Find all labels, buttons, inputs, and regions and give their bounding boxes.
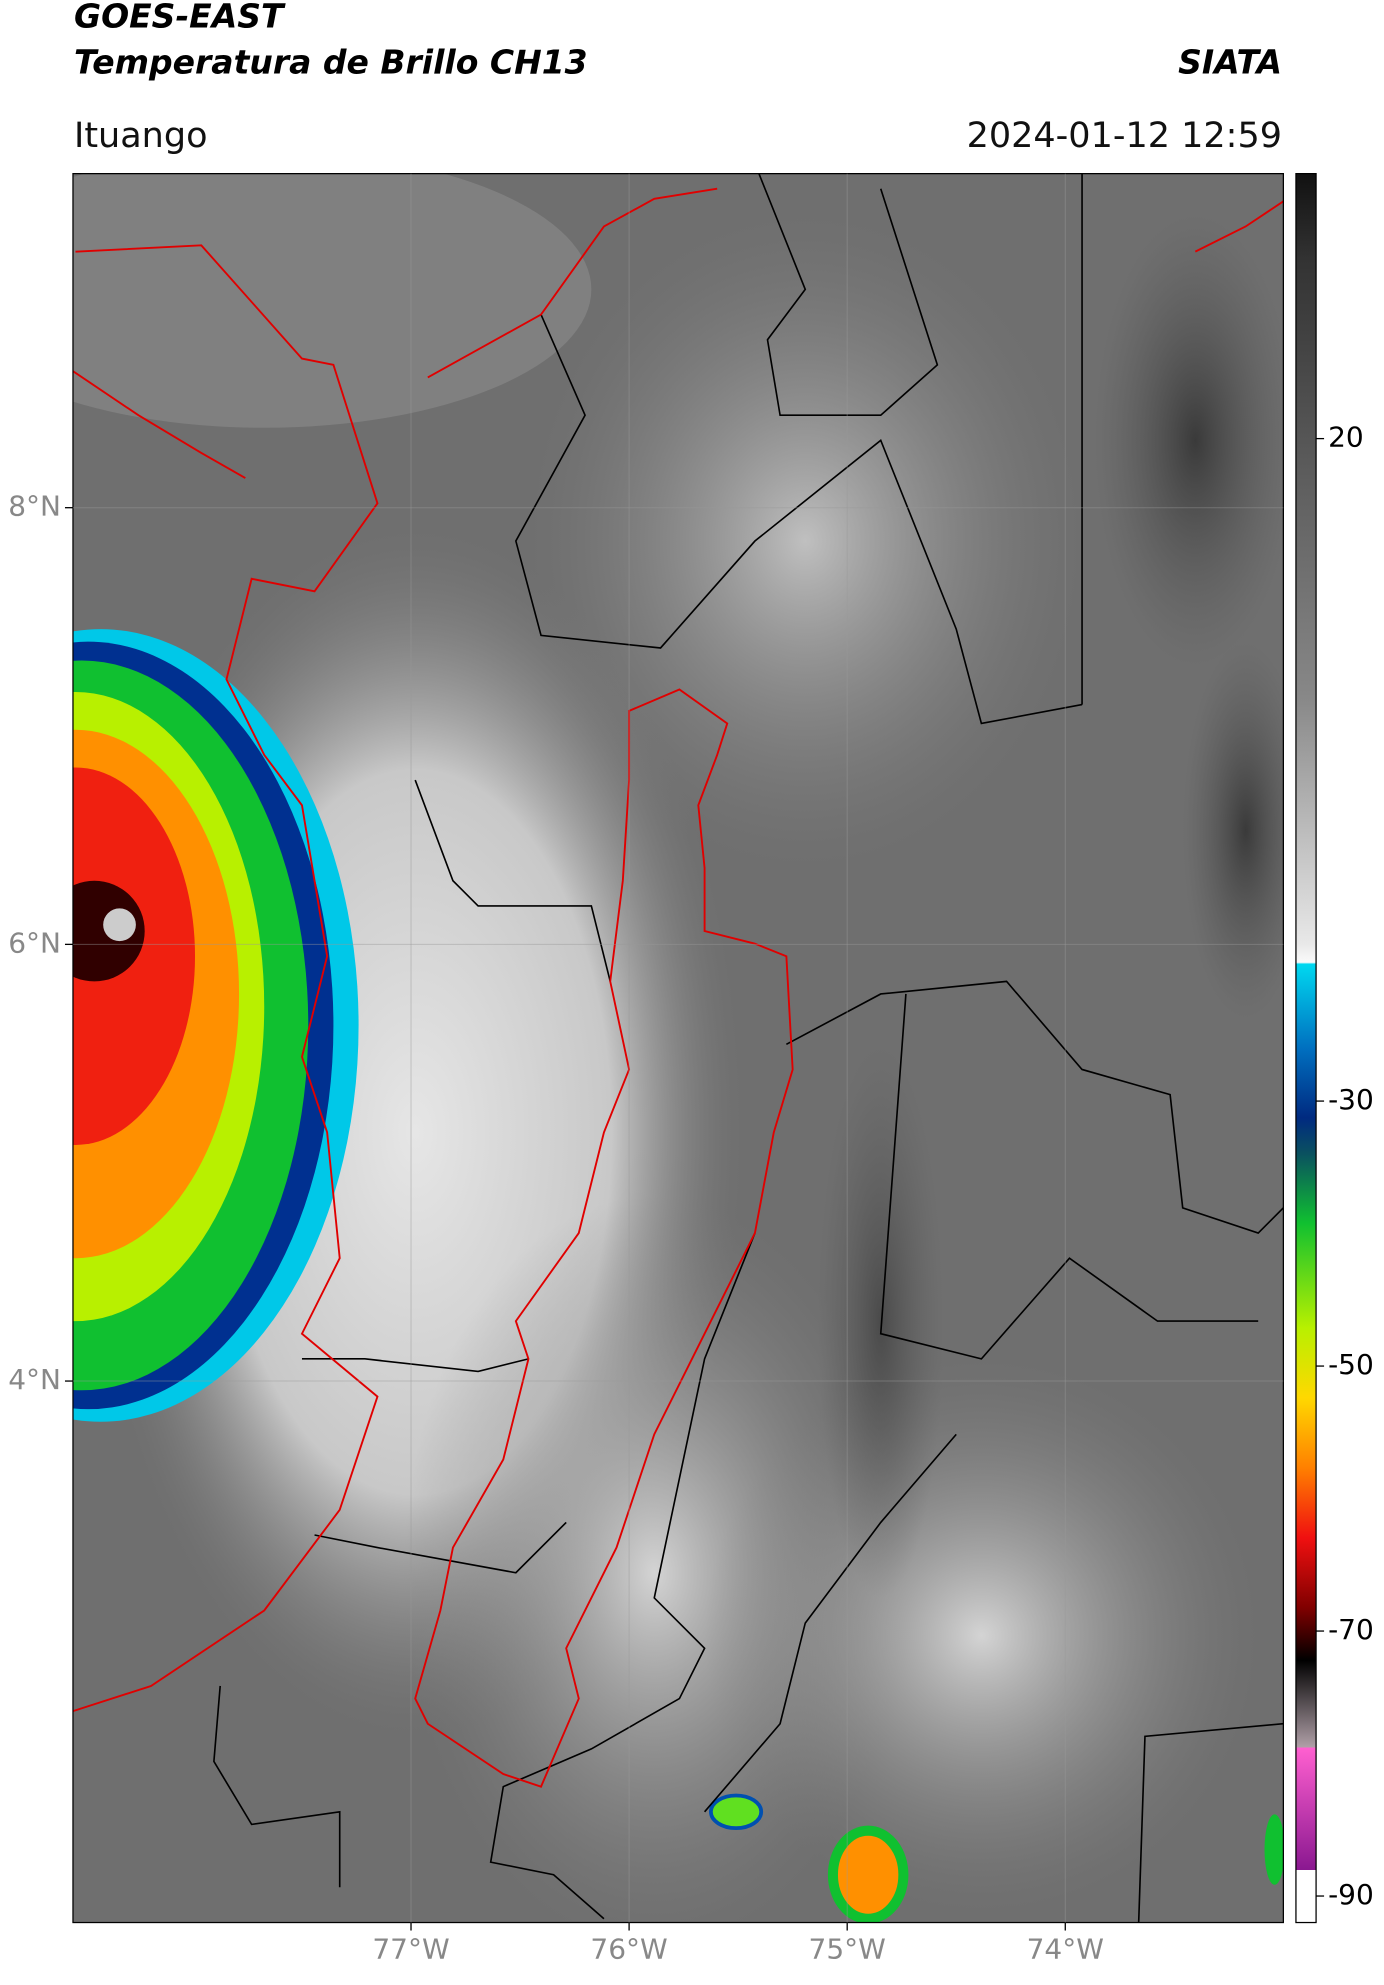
colorbar-tick-label: -70 bbox=[1328, 1613, 1374, 1646]
y-tick-label: 6°N bbox=[8, 926, 61, 959]
x-tick-label: 74°W bbox=[1027, 1933, 1104, 1966]
x-tick-label: 76°W bbox=[590, 1933, 667, 1966]
subtitle: Temperatura de Brillo CH13 bbox=[74, 43, 588, 82]
x-tick-label: 75°W bbox=[809, 1933, 886, 1966]
x-tick-label: 77°W bbox=[372, 1933, 449, 1966]
datetime: 2024-01-12 12:59 bbox=[967, 116, 1282, 156]
colorbar bbox=[1295, 173, 1317, 1924]
y-tick-label: 8°N bbox=[8, 490, 61, 523]
colorbar-tick-label: -90 bbox=[1328, 1878, 1374, 1911]
y-tick-label: 4°N bbox=[8, 1363, 61, 1396]
title: GOES-EAST bbox=[74, 0, 286, 36]
colorbar-tick-label: 20 bbox=[1328, 421, 1364, 454]
location: Ituango bbox=[74, 116, 208, 156]
brand: SIATA bbox=[1178, 43, 1282, 82]
layout-layer bbox=[72, 173, 1317, 1924]
colorbar-tick-label: -50 bbox=[1328, 1348, 1374, 1381]
satellite-image bbox=[72, 173, 1284, 1923]
map-frame bbox=[72, 173, 1284, 1924]
colorbar-tick-label: -30 bbox=[1328, 1083, 1374, 1116]
